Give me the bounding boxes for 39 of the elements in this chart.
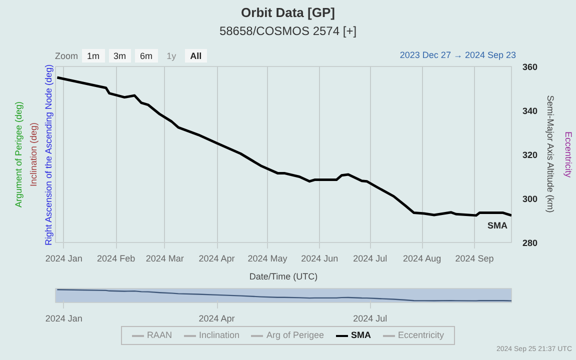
text: 3m (108, 48, 132, 64)
text: Arg of Perigee (265, 330, 324, 340)
text: RAAN (146, 330, 172, 340)
text: 2023 Dec 27 → 2024 Sep 23 (400, 48, 516, 62)
text: Right Ascension of the Ascending Node (deg) (44, 64, 54, 246)
text: Inclination (198, 330, 240, 340)
x-tick-label: 2024 Jun (301, 254, 338, 264)
x-tick-label: 2024 Jan (45, 254, 82, 264)
text: Zoom (55, 50, 78, 61)
legend-label: SMA (350, 330, 372, 340)
text: Argument of Perigee (deg) (14, 101, 24, 208)
x-tick-label: 2024 Jul (353, 254, 388, 264)
x-tick-label: 2024 Jul (353, 314, 388, 324)
x-tick-label: 2024 Feb (97, 254, 136, 264)
y-tick-label: 300 (522, 194, 538, 204)
text: Inclination (deg) (28, 122, 38, 187)
x-axis-title: Date/Time (UTC) (249, 272, 318, 282)
x-tick-label: 2024 Mar (146, 254, 184, 264)
text: 6m (135, 48, 158, 64)
y-tick-label: 360 (522, 62, 538, 72)
text: 1y (162, 48, 182, 64)
chart-title: Orbit Data [GP] (240, 4, 336, 22)
x-tick-label: 2024 May (248, 254, 288, 264)
x-tick-label: 2024 Aug (403, 254, 442, 264)
text: Eccentricity (397, 330, 444, 340)
text: Eccentricity (564, 131, 574, 178)
x-tick-label: 2024 Sep (455, 254, 494, 264)
x-tick-label: 2024 Apr (198, 254, 235, 264)
text: 1m (82, 48, 105, 64)
y-tick-label: 340 (522, 106, 538, 116)
x-tick-label: 2024 Jan (45, 314, 82, 324)
y-tick-label: 320 (522, 150, 538, 160)
y-tick-label: 280 (522, 238, 538, 248)
line-series (56, 76, 512, 217)
y-axis-title: Semi-Major Axis Altitude (km) (546, 95, 556, 213)
text: All (185, 48, 207, 64)
text: SMA (488, 220, 508, 230)
chart-subtitle: 58658/COSMOS 2574 [+] (218, 22, 358, 40)
x-tick-label: 2024 Apr (198, 314, 235, 324)
